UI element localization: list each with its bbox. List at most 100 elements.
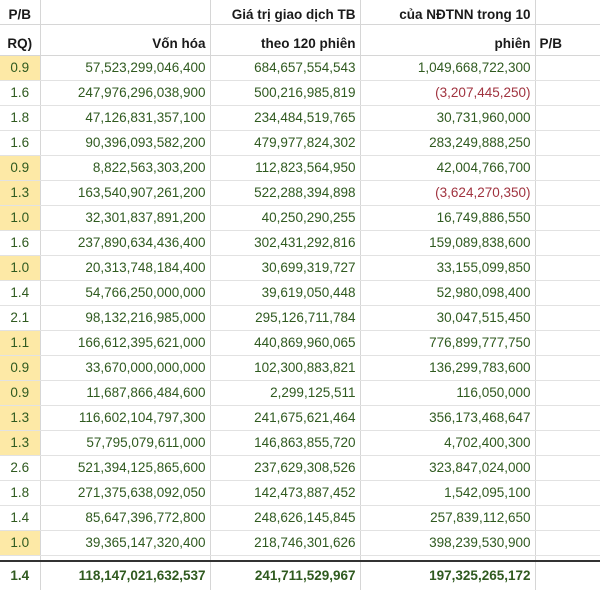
cell-next[interactable] — [535, 255, 600, 281]
cell-gtgd[interactable]: 2,299,125,511 — [210, 380, 361, 406]
cell-nn[interactable]: 1,049,668,722,300 — [360, 55, 536, 81]
cell-von-hoa[interactable]: 11,687,866,484,600 — [40, 380, 211, 406]
cell-nn[interactable]: 116,050,000 — [360, 380, 536, 406]
cell-von-hoa[interactable]: 32,301,837,891,200 — [40, 205, 211, 231]
cell-nn[interactable]: 4,702,400,300 — [360, 430, 536, 456]
cell-gtgd[interactable]: 146,863,855,720 — [210, 430, 361, 456]
cell-next[interactable] — [535, 130, 600, 156]
cell-gtgd[interactable]: 500,216,985,819 — [210, 80, 361, 106]
cell-pb[interactable]: 2.6 — [0, 455, 41, 481]
total-next[interactable] — [535, 560, 600, 590]
cell-gtgd[interactable]: 218,746,301,626 — [210, 530, 361, 556]
cell-pb[interactable]: 1.8 — [0, 480, 41, 506]
cell-nn[interactable]: 16,749,886,550 — [360, 205, 536, 231]
cell-pb[interactable]: 0.9 — [0, 55, 41, 81]
cell-next[interactable] — [535, 230, 600, 256]
cell-von-hoa[interactable]: 20,313,748,184,400 — [40, 255, 211, 281]
cell-pb[interactable]: 1.4 — [0, 505, 41, 531]
cell-gtgd[interactable]: 684,657,554,543 — [210, 55, 361, 81]
cell-nn[interactable]: 52,980,098,400 — [360, 280, 536, 306]
header-next-top[interactable] — [535, 0, 600, 25]
header-nn-line1[interactable]: của NĐTNN trong 10 — [360, 0, 536, 25]
cell-von-hoa[interactable]: 116,602,104,797,300 — [40, 405, 211, 431]
cell-von-hoa[interactable]: 57,523,299,046,400 — [40, 55, 211, 81]
cell-nn[interactable]: 776,899,777,750 — [360, 330, 536, 356]
cell-nn[interactable]: 1,542,095,100 — [360, 480, 536, 506]
cell-next[interactable] — [535, 55, 600, 81]
cell-gtgd[interactable]: 234,484,519,765 — [210, 105, 361, 131]
cell-von-hoa[interactable]: 47,126,831,357,100 — [40, 105, 211, 131]
cell-von-hoa[interactable]: 247,976,296,038,900 — [40, 80, 211, 106]
cell-nn[interactable]: (3,624,270,350) — [360, 180, 536, 206]
cell-next[interactable] — [535, 480, 600, 506]
cell-von-hoa[interactable]: 57,795,079,611,000 — [40, 430, 211, 456]
cell-pb[interactable]: 1.6 — [0, 130, 41, 156]
cell-nn[interactable]: 356,173,468,647 — [360, 405, 536, 431]
cell-gtgd[interactable]: 142,473,887,452 — [210, 480, 361, 506]
cell-nn[interactable]: 398,239,530,900 — [360, 530, 536, 556]
cell-next[interactable] — [535, 380, 600, 406]
header-nn-line2[interactable]: phiên — [360, 24, 536, 56]
cell-nn[interactable]: 323,847,024,000 — [360, 455, 536, 481]
cell-gtgd[interactable]: 237,629,308,526 — [210, 455, 361, 481]
cell-nn[interactable]: 283,249,888,250 — [360, 130, 536, 156]
cell-pb[interactable]: 1.6 — [0, 230, 41, 256]
cell-pb[interactable]: 2.1 — [0, 305, 41, 331]
cell-von-hoa[interactable]: 85,647,396,772,800 — [40, 505, 211, 531]
cell-von-hoa[interactable]: 33,670,000,000,000 — [40, 355, 211, 381]
cell-pb[interactable]: 1.3 — [0, 405, 41, 431]
cell-gtgd[interactable]: 302,431,292,816 — [210, 230, 361, 256]
cell-nn[interactable]: 257,839,112,650 — [360, 505, 536, 531]
cell-nn[interactable]: 30,731,960,000 — [360, 105, 536, 131]
cell-gtgd[interactable]: 479,977,824,302 — [210, 130, 361, 156]
cell-next[interactable] — [535, 405, 600, 431]
cell-next[interactable] — [535, 155, 600, 181]
cell-von-hoa[interactable]: 8,822,563,303,200 — [40, 155, 211, 181]
cell-nn[interactable]: 33,155,099,850 — [360, 255, 536, 281]
cell-next[interactable] — [535, 505, 600, 531]
cell-pb[interactable]: 1.0 — [0, 530, 41, 556]
cell-gtgd[interactable]: 295,126,711,784 — [210, 305, 361, 331]
cell-next[interactable] — [535, 205, 600, 231]
cell-pb[interactable]: 1.0 — [0, 205, 41, 231]
cell-gtgd[interactable]: 30,699,319,727 — [210, 255, 361, 281]
total-von-hoa[interactable]: 118,147,021,632,537 — [40, 560, 211, 590]
cell-next[interactable] — [535, 355, 600, 381]
header-von-hoa[interactable]: Vốn hóa — [40, 24, 211, 56]
cell-von-hoa[interactable]: 163,540,907,261,200 — [40, 180, 211, 206]
cell-next[interactable] — [535, 455, 600, 481]
cell-von-hoa[interactable]: 54,766,250,000,000 — [40, 280, 211, 306]
cell-gtgd[interactable]: 40,250,290,255 — [210, 205, 361, 231]
cell-gtgd[interactable]: 241,675,621,464 — [210, 405, 361, 431]
header-next-col[interactable]: P/B — [535, 24, 600, 56]
cell-von-hoa[interactable]: 90,396,093,582,200 — [40, 130, 211, 156]
header-pb-line2[interactable]: RQ) — [0, 24, 41, 56]
cell-nn[interactable]: 42,004,766,700 — [360, 155, 536, 181]
cell-nn[interactable]: 136,299,783,600 — [360, 355, 536, 381]
cell-pb[interactable]: 1.6 — [0, 80, 41, 106]
cell-nn[interactable]: 159,089,838,600 — [360, 230, 536, 256]
cell-pb[interactable]: 1.3 — [0, 430, 41, 456]
cell-next[interactable] — [535, 330, 600, 356]
cell-von-hoa[interactable]: 39,365,147,320,400 — [40, 530, 211, 556]
cell-von-hoa[interactable]: 98,132,216,985,000 — [40, 305, 211, 331]
cell-gtgd[interactable]: 522,288,394,898 — [210, 180, 361, 206]
cell-gtgd[interactable]: 248,626,145,845 — [210, 505, 361, 531]
header-von-hoa-top[interactable] — [40, 0, 211, 25]
cell-next[interactable] — [535, 530, 600, 556]
cell-pb[interactable]: 1.3 — [0, 180, 41, 206]
cell-next[interactable] — [535, 180, 600, 206]
cell-pb[interactable]: 1.4 — [0, 280, 41, 306]
cell-pb[interactable]: 0.9 — [0, 380, 41, 406]
cell-gtgd[interactable]: 39,619,050,448 — [210, 280, 361, 306]
cell-von-hoa[interactable]: 521,394,125,865,600 — [40, 455, 211, 481]
cell-gtgd[interactable]: 440,869,960,065 — [210, 330, 361, 356]
cell-pb[interactable]: 1.1 — [0, 330, 41, 356]
cell-pb[interactable]: 0.9 — [0, 355, 41, 381]
header-pb-line1[interactable]: P/B — [0, 0, 41, 25]
cell-nn[interactable]: 30,047,515,450 — [360, 305, 536, 331]
cell-pb[interactable]: 1.8 — [0, 105, 41, 131]
header-gtgd-line2[interactable]: theo 120 phiên — [210, 24, 361, 56]
cell-next[interactable] — [535, 305, 600, 331]
cell-pb[interactable]: 1.0 — [0, 255, 41, 281]
